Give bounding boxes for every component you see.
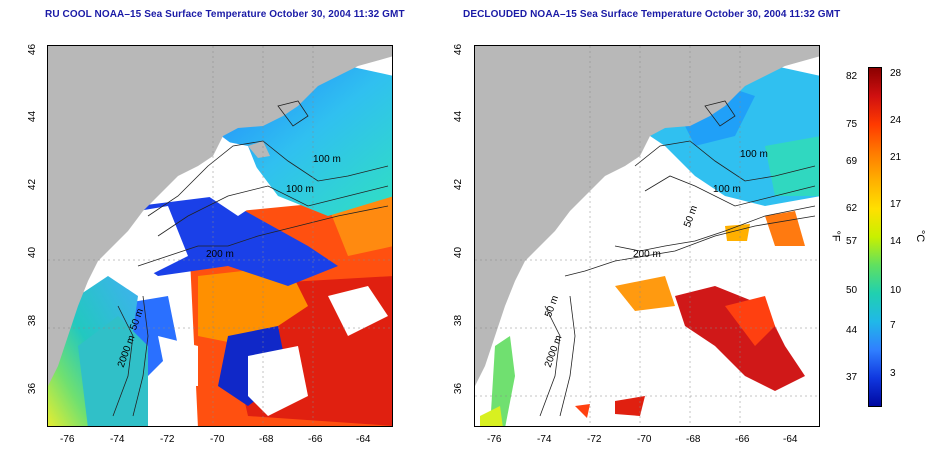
y-tick-label: 42 — [453, 178, 465, 191]
x-tick-label: -76 — [60, 434, 75, 445]
x-tick-label: -68 — [259, 434, 274, 445]
fahrenheit-tick: 57 — [846, 236, 858, 247]
fahrenheit-tick: 44 — [846, 325, 858, 336]
y-tick-label: 36 — [27, 382, 39, 395]
temperature-colorbar — [868, 67, 882, 407]
contour-label: 100 m — [286, 184, 314, 195]
y-tick-label: 42 — [27, 178, 39, 191]
x-tick-label: -70 — [637, 434, 652, 445]
fahrenheit-tick: 50 — [846, 285, 858, 296]
x-tick-label: -76 — [487, 434, 502, 445]
contour-label: 100 m — [740, 149, 768, 160]
x-tick-label: -74 — [110, 434, 125, 445]
right-panel-title: DECLOUDED NOAA–15 Sea Surface Temperatur… — [463, 9, 841, 20]
celsius-tick: 10 — [890, 285, 902, 296]
fahrenheit-tick: 69 — [846, 156, 858, 167]
y-tick-label: 46 — [27, 43, 39, 56]
fahrenheit-unit-label: °F — [829, 230, 842, 242]
fahrenheit-tick: 75 — [846, 119, 858, 130]
celsius-tick: 7 — [890, 320, 896, 331]
x-tick-label: -64 — [783, 434, 798, 445]
celsius-unit-label: °C — [914, 229, 927, 243]
celsius-tick: 14 — [890, 236, 902, 247]
contour-label: 200 m — [206, 249, 234, 260]
x-tick-label: -70 — [210, 434, 225, 445]
y-tick-label: 44 — [27, 110, 39, 123]
fahrenheit-tick: 62 — [846, 203, 858, 214]
celsius-tick: 17 — [890, 199, 902, 210]
x-tick-label: -68 — [686, 434, 701, 445]
fahrenheit-tick: 37 — [846, 372, 858, 383]
x-tick-label: -72 — [160, 434, 175, 445]
left-panel-title: RU COOL NOAA–15 Sea Surface Temperature … — [45, 9, 405, 20]
left-sst-map: 100 m 100 m 200 m 50 m 2000 m — [47, 45, 393, 427]
x-tick-label: -66 — [308, 434, 323, 445]
x-tick-label: -74 — [537, 434, 552, 445]
y-tick-label: 40 — [27, 246, 39, 259]
y-tick-label: 38 — [27, 314, 39, 327]
contour-label: 100 m — [713, 184, 741, 195]
celsius-tick: 28 — [890, 68, 902, 79]
y-tick-label: 36 — [453, 382, 465, 395]
left-sst-map-graphic — [48, 46, 392, 426]
x-tick-label: -64 — [356, 434, 371, 445]
x-tick-label: -72 — [587, 434, 602, 445]
celsius-tick: 21 — [890, 152, 902, 163]
y-tick-label: 46 — [453, 43, 465, 56]
fahrenheit-tick: 82 — [846, 71, 858, 82]
contour-label: 200 m — [633, 249, 661, 260]
celsius-tick: 3 — [890, 368, 896, 379]
y-tick-label: 40 — [453, 246, 465, 259]
right-sst-map-graphic — [475, 46, 819, 426]
y-tick-label: 38 — [453, 314, 465, 327]
contour-label: 100 m — [313, 154, 341, 165]
celsius-tick: 24 — [890, 115, 902, 126]
right-sst-map: 100 m 100 m 200 m 50 m 50 m 2000 m — [474, 45, 820, 427]
y-tick-label: 44 — [453, 110, 465, 123]
x-tick-label: -66 — [735, 434, 750, 445]
